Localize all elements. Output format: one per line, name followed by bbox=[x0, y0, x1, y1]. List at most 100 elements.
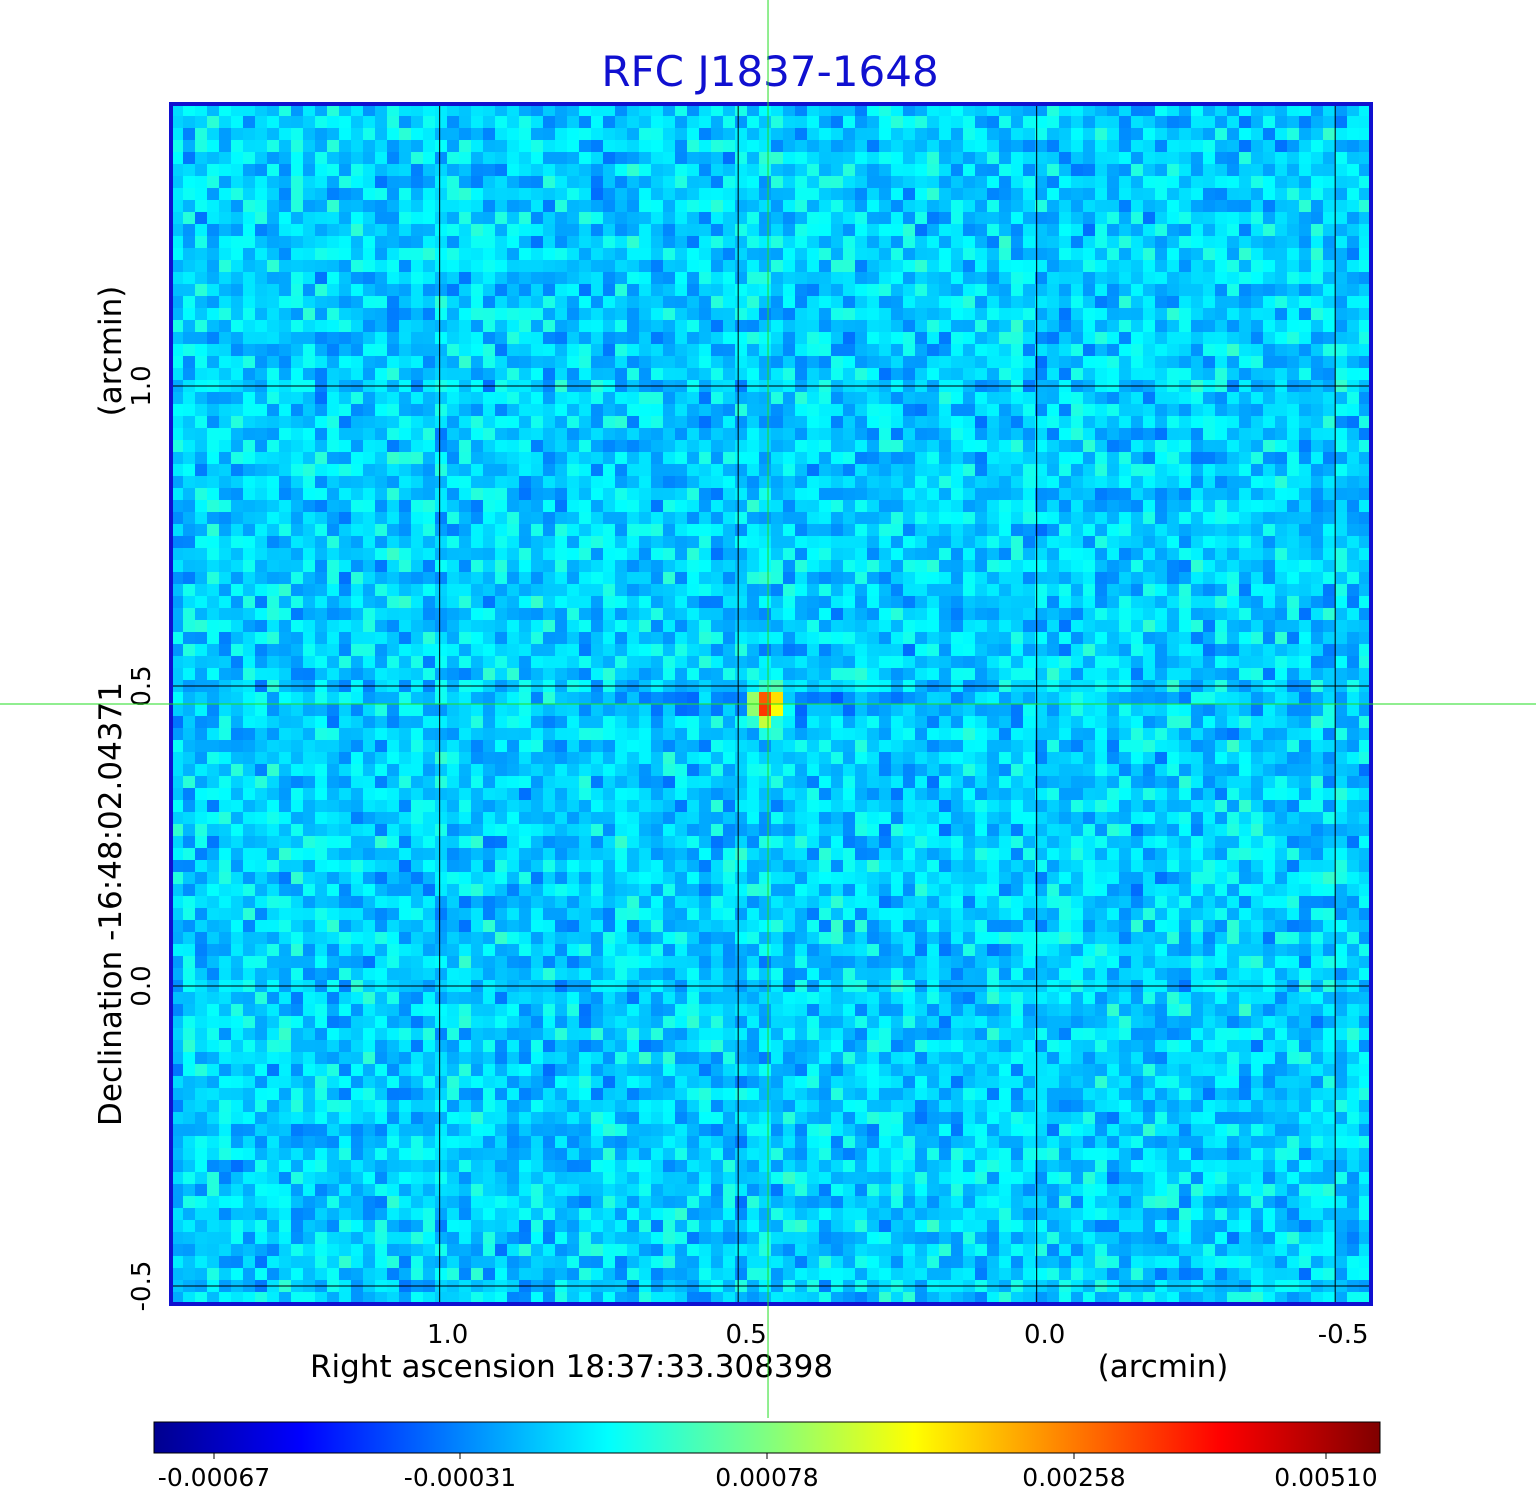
heatmap-cell bbox=[531, 488, 544, 501]
heatmap-cell bbox=[459, 260, 472, 273]
heatmap-cell bbox=[1323, 440, 1336, 453]
heatmap-cell bbox=[507, 428, 520, 441]
heatmap-cell bbox=[1095, 200, 1108, 213]
heatmap-cell bbox=[1143, 248, 1156, 261]
heatmap-cell bbox=[363, 200, 376, 213]
heatmap-cell bbox=[363, 152, 376, 165]
heatmap-cell bbox=[447, 104, 460, 117]
heatmap-cell bbox=[1095, 464, 1108, 477]
heatmap-cell bbox=[699, 284, 712, 297]
heatmap-cell bbox=[339, 548, 352, 561]
heatmap-cell bbox=[819, 272, 832, 285]
heatmap-cell bbox=[291, 668, 304, 681]
heatmap-cell bbox=[975, 248, 988, 261]
heatmap-cell bbox=[939, 356, 952, 369]
heatmap-cell bbox=[999, 428, 1012, 441]
heatmap-cell bbox=[867, 320, 880, 333]
heatmap-cell bbox=[1179, 296, 1192, 309]
heatmap-cell bbox=[1035, 632, 1048, 645]
heatmap-cell bbox=[1347, 200, 1360, 213]
heatmap-cell bbox=[903, 692, 916, 705]
heatmap-cell bbox=[1239, 200, 1252, 213]
heatmap-cell bbox=[603, 572, 616, 585]
heatmap-cell bbox=[1035, 248, 1048, 261]
heatmap-cell bbox=[1167, 512, 1180, 525]
heatmap-cell bbox=[1287, 476, 1300, 489]
heatmap-cell bbox=[951, 212, 964, 225]
heatmap-cell bbox=[591, 584, 604, 597]
heatmap-cell bbox=[1095, 536, 1108, 549]
heatmap-cell bbox=[1203, 452, 1216, 465]
heatmap-cell bbox=[1215, 152, 1228, 165]
heatmap-cell bbox=[1059, 644, 1072, 657]
heatmap-cell bbox=[771, 644, 784, 657]
heatmap-cell bbox=[1107, 596, 1120, 609]
heatmap-cell bbox=[1227, 248, 1240, 261]
heatmap-cell bbox=[243, 572, 256, 585]
heatmap-cell bbox=[1215, 164, 1228, 177]
heatmap-cell bbox=[1107, 500, 1120, 513]
heatmap-cell bbox=[855, 332, 868, 345]
heatmap-cell bbox=[471, 272, 484, 285]
heatmap-cell bbox=[1191, 212, 1204, 225]
heatmap-cell bbox=[255, 428, 268, 441]
heatmap-cell bbox=[663, 572, 676, 585]
heatmap-cell bbox=[339, 344, 352, 357]
heatmap-cell bbox=[387, 488, 400, 501]
heatmap-cell bbox=[735, 440, 748, 453]
heatmap-cell bbox=[423, 428, 436, 441]
heatmap-cell bbox=[1011, 668, 1024, 681]
heatmap-cell bbox=[519, 392, 532, 405]
heatmap-cell bbox=[279, 464, 292, 477]
heatmap-cell bbox=[999, 104, 1012, 117]
heatmap-cell bbox=[423, 656, 436, 669]
heatmap-cell bbox=[315, 500, 328, 513]
heatmap-cell bbox=[1203, 248, 1216, 261]
heatmap-cell bbox=[1131, 356, 1144, 369]
heatmap-cell bbox=[699, 668, 712, 681]
heatmap-cell bbox=[903, 608, 916, 621]
heatmap-cell bbox=[711, 476, 724, 489]
heatmap-cell bbox=[819, 608, 832, 621]
heatmap-cell bbox=[723, 512, 736, 525]
heatmap-cell bbox=[315, 152, 328, 165]
heatmap-cell bbox=[663, 548, 676, 561]
heatmap-cell bbox=[1047, 488, 1060, 501]
heatmap-cell bbox=[1287, 392, 1300, 405]
heatmap-cell bbox=[675, 668, 688, 681]
heatmap-cell bbox=[231, 188, 244, 201]
heatmap-cell bbox=[771, 116, 784, 129]
heatmap-cell bbox=[735, 236, 748, 249]
heatmap-cell bbox=[1095, 344, 1108, 357]
heatmap-cell bbox=[987, 476, 1000, 489]
heatmap-cell bbox=[399, 332, 412, 345]
heatmap-cell bbox=[699, 320, 712, 333]
heatmap-cell bbox=[399, 608, 412, 621]
heatmap-cell bbox=[651, 356, 664, 369]
heatmap-cell bbox=[1059, 308, 1072, 321]
heatmap-cell bbox=[1167, 284, 1180, 297]
heatmap-cell bbox=[1263, 536, 1276, 549]
heatmap-cell bbox=[1323, 656, 1336, 669]
heatmap-cell bbox=[1155, 644, 1168, 657]
heatmap-cell bbox=[495, 104, 508, 117]
heatmap-cell bbox=[771, 248, 784, 261]
heatmap-cell bbox=[627, 500, 640, 513]
heatmap-cell bbox=[459, 236, 472, 249]
heatmap-cell bbox=[1287, 428, 1300, 441]
heatmap-cell bbox=[1143, 272, 1156, 285]
heatmap-cell bbox=[315, 104, 328, 117]
heatmap-cell bbox=[1083, 560, 1096, 573]
heatmap-cell bbox=[1263, 584, 1276, 597]
heatmap-cell bbox=[1323, 668, 1336, 681]
heatmap-cell bbox=[783, 212, 796, 225]
heatmap-cell bbox=[735, 404, 748, 417]
heatmap-cell bbox=[879, 224, 892, 237]
heatmap-cell bbox=[1359, 536, 1371, 549]
heatmap-cell bbox=[1347, 272, 1360, 285]
heatmap-cell bbox=[459, 284, 472, 297]
heatmap-cell bbox=[1011, 584, 1024, 597]
heatmap-cell bbox=[1359, 392, 1371, 405]
heatmap-cell bbox=[675, 476, 688, 489]
heatmap-cell bbox=[1023, 188, 1036, 201]
